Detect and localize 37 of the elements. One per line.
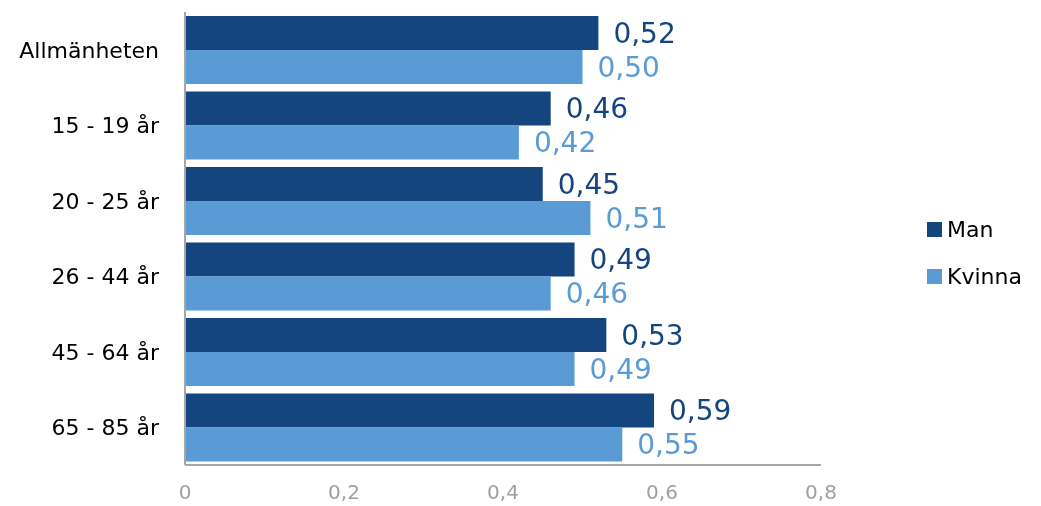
data-label: 0,53 xyxy=(621,318,684,352)
x-tick-label: 0 xyxy=(178,480,192,505)
bar xyxy=(185,318,607,352)
bar xyxy=(185,16,599,50)
data-label: 0,49 xyxy=(589,243,652,277)
data-label: 0,52 xyxy=(613,16,676,50)
x-tick-label: 0,4 xyxy=(487,480,519,505)
bar xyxy=(185,276,551,311)
x-tick-label: 0,8 xyxy=(805,480,837,505)
bar xyxy=(185,91,551,126)
bar xyxy=(185,50,583,84)
bar xyxy=(185,393,655,428)
y-tick-label: 20 - 25 år xyxy=(51,188,160,214)
data-label: 0,49 xyxy=(589,352,652,386)
bar xyxy=(185,427,623,462)
y-tick-label: 45 - 64 år xyxy=(51,339,160,365)
x-tick-label: 0,2 xyxy=(328,480,360,505)
legend-label: Kvinna xyxy=(947,264,1022,289)
bar xyxy=(185,167,543,201)
bar xyxy=(185,352,575,386)
data-label: 0,50 xyxy=(597,50,660,84)
bar xyxy=(185,125,519,160)
data-label: 0,46 xyxy=(565,92,629,126)
legend-label: Man xyxy=(947,217,994,242)
data-label: 0,45 xyxy=(557,167,621,201)
x-tick-label: 0,6 xyxy=(646,480,678,505)
data-label: 0,42 xyxy=(533,126,597,160)
y-tick-label: 15 - 19 år xyxy=(51,113,160,139)
data-label: 0,46 xyxy=(565,277,629,311)
bar xyxy=(185,201,591,235)
y-tick-label: Allmänheten xyxy=(19,37,159,63)
data-label: 0,59 xyxy=(669,394,732,428)
y-tick-label: 26 - 44 år xyxy=(51,264,160,290)
data-label: 0,51 xyxy=(605,201,668,235)
data-label: 0,55 xyxy=(637,428,700,462)
bar xyxy=(185,242,575,277)
y-tick-label: 65 - 85 år xyxy=(51,415,160,441)
